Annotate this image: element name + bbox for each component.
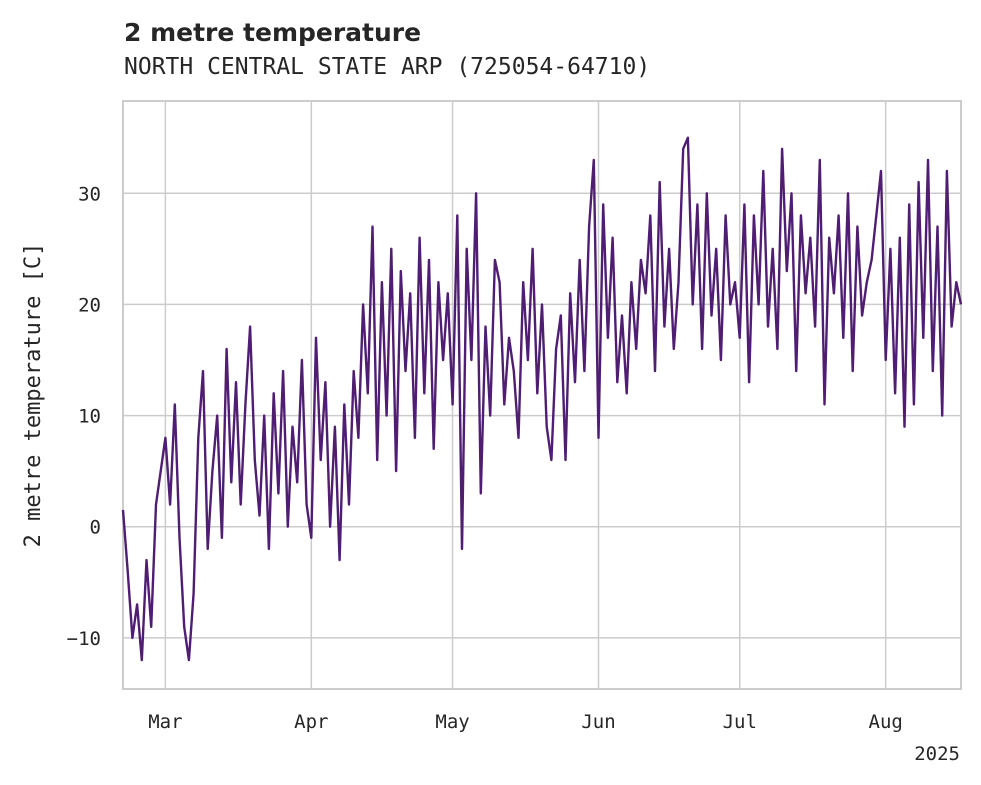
temperature-series-line xyxy=(121,136,963,662)
y-tick-label: 20 xyxy=(78,294,101,316)
x-tick-label: Apr xyxy=(294,711,328,733)
chart-subtitle: NORTH CENTRAL STATE ARP (725054-64710) xyxy=(124,54,650,80)
x-tick-label: May xyxy=(435,711,469,733)
chart-title: 2 metre temperature xyxy=(124,18,421,47)
x-tick-label: Jun xyxy=(581,711,615,733)
y-axis-label: 2 metre temperature [C] xyxy=(21,243,46,548)
y-tick-label: 10 xyxy=(78,406,101,428)
plot-frame xyxy=(122,100,962,690)
y-gridlines xyxy=(123,192,961,639)
y-tick-label: −10 xyxy=(67,628,101,650)
y-tick-label: 0 xyxy=(90,517,101,539)
y-tick-label: 30 xyxy=(78,183,101,205)
x-axis-year-label: 2025 xyxy=(914,743,960,765)
y-tick-labels: −10 0 10 20 30 xyxy=(67,183,101,650)
x-tick-labels: Mar Apr May Jun Jul Aug xyxy=(148,711,903,733)
x-tick-label: Jul xyxy=(723,711,757,733)
x-tick-label: Aug xyxy=(869,711,903,733)
x-tick-label: Mar xyxy=(148,711,182,733)
